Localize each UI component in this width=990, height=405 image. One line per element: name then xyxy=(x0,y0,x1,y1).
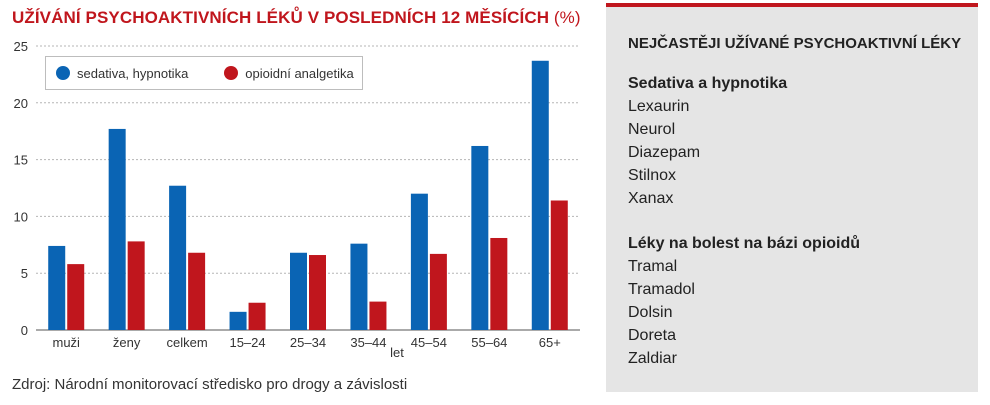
bar-sedatives xyxy=(169,185,187,330)
chart-title-text: UŽÍVÁNÍ PSYCHOAKTIVNÍCH LÉKŮ V POSLEDNÍC… xyxy=(12,8,550,27)
legend-label-series-1: sedativa, hypnotika xyxy=(77,65,189,81)
x-axis-label: let xyxy=(390,345,404,360)
panel-list-item: Lexaurin xyxy=(628,98,690,115)
bar-opioids xyxy=(490,237,508,330)
chart-title: UŽÍVÁNÍ PSYCHOAKTIVNÍCH LÉKŮ V POSLEDNÍC… xyxy=(12,8,581,28)
panel-title: NEJČASTĚJI UŽÍVANÉ PSYCHOAKTIVNÍ LÉKY xyxy=(628,35,962,52)
y-tick-label: 25 xyxy=(14,39,28,54)
x-tick-label: 25–34 xyxy=(290,335,326,350)
y-tick-label: 10 xyxy=(14,209,28,224)
bar-opioids xyxy=(248,302,266,330)
y-tick-label: 20 xyxy=(14,96,28,111)
panel-group-title: Léky na bolest na bázi opioidů xyxy=(628,235,861,252)
panel-list-item: Tramal xyxy=(628,258,678,275)
bar-sedatives xyxy=(290,252,307,330)
x-tick-label: 45–54 xyxy=(411,335,447,350)
bar-sedatives xyxy=(48,245,66,330)
x-tick-label: 65+ xyxy=(539,335,561,350)
legend-label-series-2: opioidní analgetika xyxy=(245,65,354,81)
panel-list-item: Tramadol xyxy=(628,281,695,298)
panel-spacer xyxy=(628,210,978,232)
x-tick-label: celkem xyxy=(167,335,208,350)
info-panel: NEJČASTĚJI UŽÍVANÉ PSYCHOAKTIVNÍ LÉKY Se… xyxy=(606,3,978,392)
bar-opioids xyxy=(309,255,326,330)
y-tick-label: 5 xyxy=(21,266,28,281)
panel-group-opioids: Léky na bolest na bázi opioidů Tramal Tr… xyxy=(628,232,978,370)
bar-sedatives xyxy=(108,128,126,330)
chart-title-unit: (%) xyxy=(553,8,581,27)
legend-swatch-series-2 xyxy=(224,66,239,80)
bar-sedatives xyxy=(531,60,549,330)
bar-sedatives xyxy=(229,311,247,330)
bar-opioids xyxy=(188,252,206,330)
x-tick-label: 15–24 xyxy=(229,335,265,350)
x-tick-label: ženy xyxy=(113,335,141,350)
bar-opioids xyxy=(369,301,387,330)
x-tick-label: 55–64 xyxy=(471,335,507,350)
y-tick-label: 15 xyxy=(14,153,28,168)
panel-list-item: Stilnox xyxy=(628,167,677,184)
panel-list-item: Zaldiar xyxy=(628,350,677,367)
bar-chart: 0 5 10 15 20 25 muži ženy celkem 15–24 25–34 35–44 4… xyxy=(14,39,580,360)
legend-item-series-2: opioidní analgetika xyxy=(224,65,354,81)
panel-list-item: Doreta xyxy=(628,327,677,344)
panel-group-sedatives: Sedativa a hypnotika Lexaurin Neurol Dia… xyxy=(628,72,978,210)
bar-sedatives xyxy=(471,145,489,330)
bar-opioids xyxy=(67,264,85,330)
panel-list-item: Diazepam xyxy=(628,144,701,161)
panel-group-title: Sedativa a hypnotika xyxy=(628,75,788,92)
panel-list-item: Dolsin xyxy=(628,304,673,321)
y-tick-label: 0 xyxy=(21,323,28,338)
legend-item-series-1: sedativa, hypnotika xyxy=(56,66,188,81)
panel-list-item: Neurol xyxy=(628,121,676,138)
bar-opioids xyxy=(429,253,447,330)
bar-sedatives xyxy=(350,243,368,330)
panel-list-item: Xanax xyxy=(628,190,674,207)
bar-opioids xyxy=(550,200,568,330)
bar-sedatives xyxy=(410,193,428,330)
source-note: Zdroj: Národní monitorovací středisko pr… xyxy=(12,376,408,393)
x-tick-label: 35–44 xyxy=(350,335,386,350)
chart-legend: sedativa, hypnotika opioidní analgetika xyxy=(45,56,363,90)
bar-opioids xyxy=(127,241,145,330)
x-tick-label: muži xyxy=(52,335,80,350)
legend-swatch-series-1 xyxy=(56,66,70,80)
